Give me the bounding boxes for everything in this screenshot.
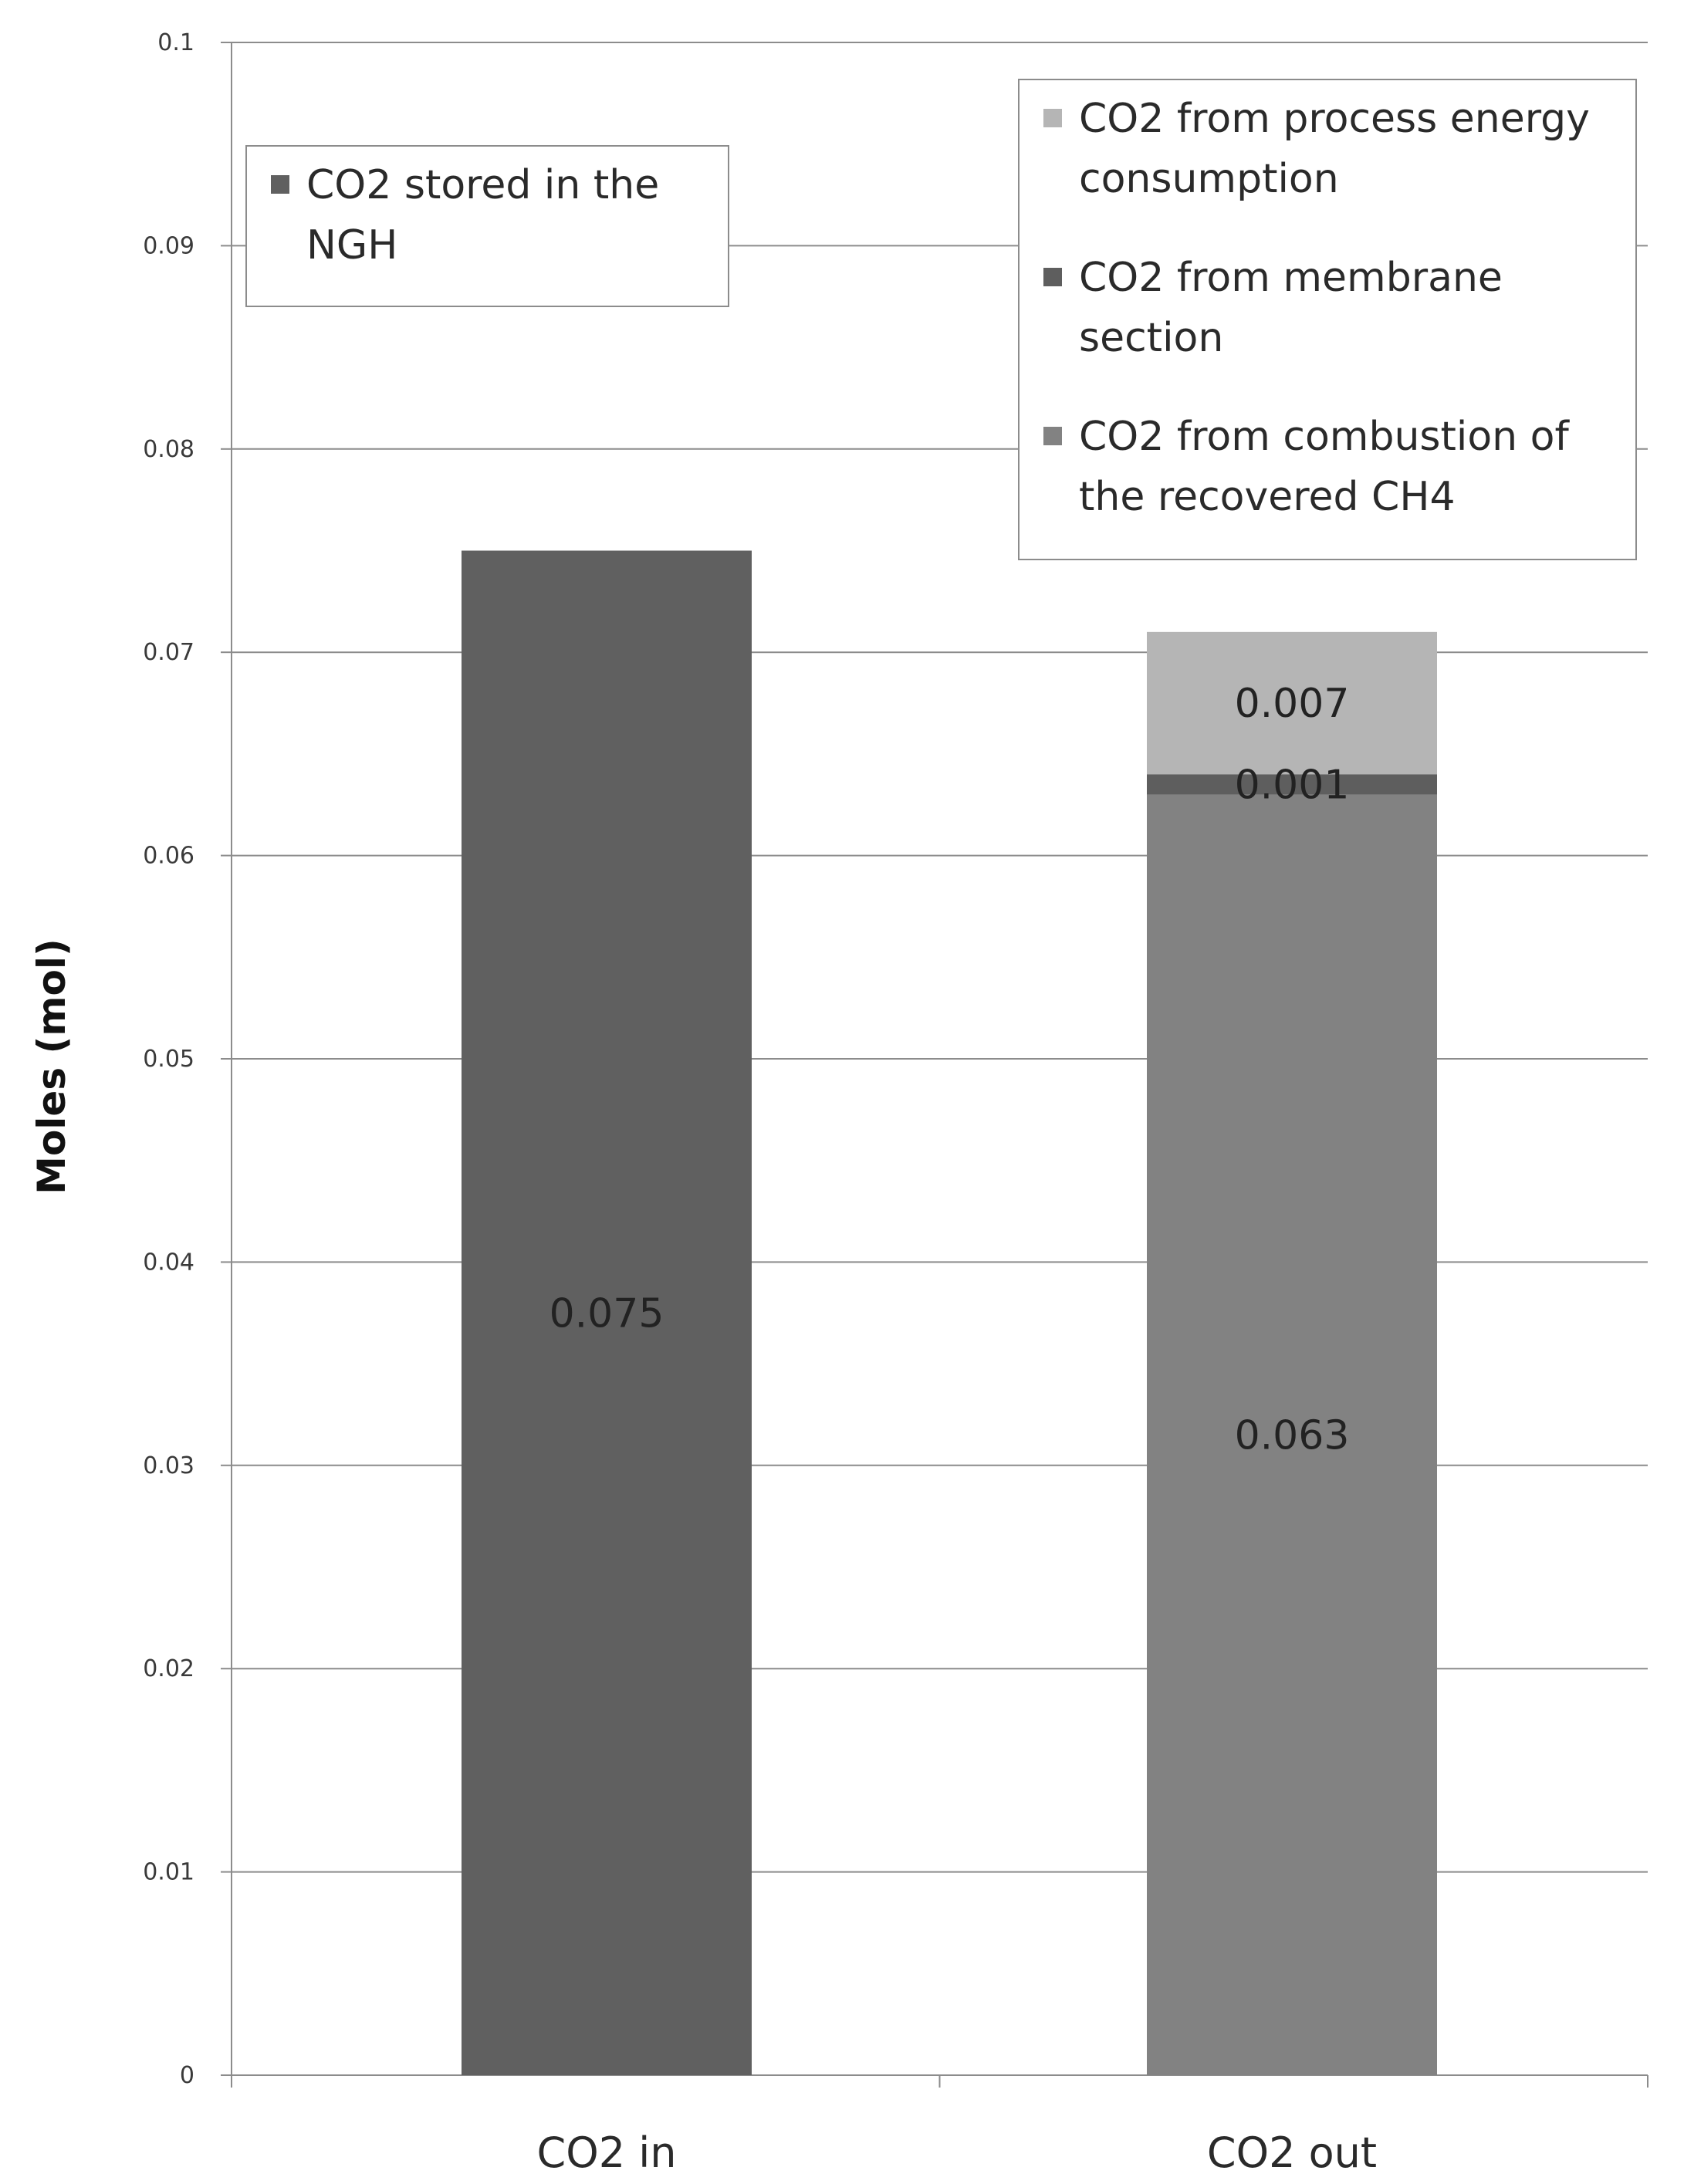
legend-label: section [1079,315,1223,361]
legend-label: CO2 from process energy [1079,96,1590,142]
legend-swatch [271,175,289,194]
y-tick-label: 0.04 [143,1249,194,1276]
legend-label: CO2 from membrane [1079,255,1503,301]
legend-box [245,145,729,307]
legend-swatch [1043,268,1062,286]
legend-top-right: CO2 from process energy consumption CO2 fr… [1018,79,1637,560]
y-tick-label: 0.02 [143,1655,194,1682]
data-label: 0.001 [1235,762,1350,808]
legend-swatch [1043,427,1062,445]
legend-label: CO2 from combustion of [1079,414,1570,460]
bar-segment [462,550,752,2075]
y-tick-label: 0.09 [143,232,194,259]
data-label: 0.007 [1235,681,1350,727]
bar-segment [1147,774,1437,795]
y-axis-title: Moles (mol) [29,938,74,1195]
legend-label: the recovered CH4 [1079,474,1456,520]
legend-label: NGH [306,222,397,269]
bar-segment [1147,631,1437,775]
legend-label: consumption [1079,156,1339,202]
y-tick-label: 0.03 [143,1452,194,1479]
label-layer: 0.075 0.063 0.001 0.007 [549,681,1350,1459]
data-label: 0.075 [549,1290,664,1337]
y-tick-label: 0.01 [143,1859,194,1886]
y-tick-label: 0.08 [143,436,194,463]
bar-segment [1147,794,1437,2075]
legend-layer: CO2 stored in the NGH CO2 from process ene… [245,79,1637,560]
bar-layer [462,550,1437,2075]
y-tick-label: 0 [180,2062,194,2089]
y-tick-label: 0.07 [143,639,194,666]
legend-top-left: CO2 stored in the NGH [245,145,729,307]
y-tick-label: 0.05 [143,1046,194,1073]
y-tick-label: 0.1 [157,29,194,56]
y-tick-label: 0.06 [143,843,194,870]
x-tick-label: CO2 in [537,2128,677,2177]
axis-layer: 0 0.01 0.02 0.03 0.04 0.05 0.06 0.07 0.08 0.09 0.1… [29,29,1648,2177]
legend-label: CO2 stored in the [306,162,659,208]
legend-box [1018,79,1637,560]
legend-swatch [1043,109,1062,127]
x-tick-label: CO2 out [1207,2128,1377,2177]
data-label: 0.063 [1235,1412,1350,1459]
